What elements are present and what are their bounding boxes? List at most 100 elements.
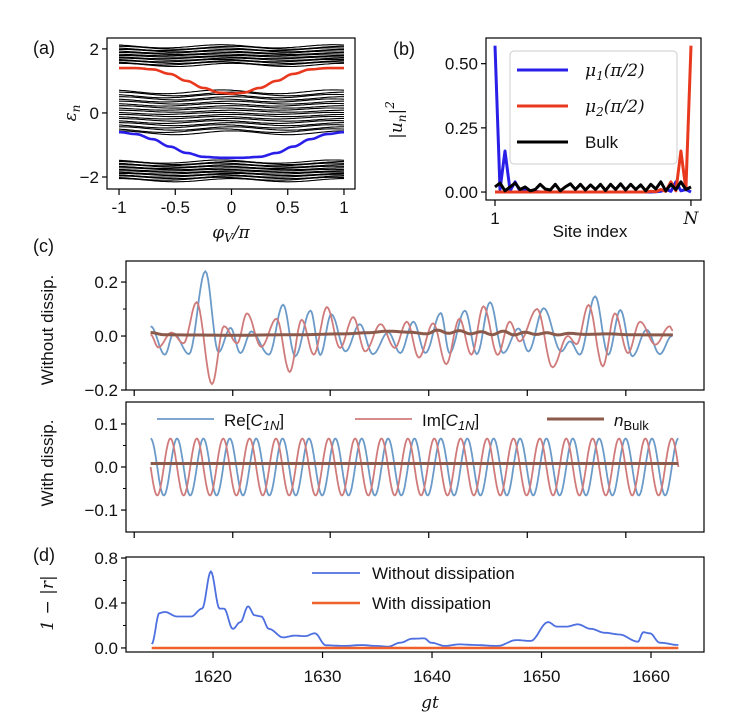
a-ylabel: εn: [61, 105, 83, 122]
c-bottom-ytick-label: 0.1: [94, 415, 118, 434]
band-line: [118, 174, 345, 178]
b-legend-box: [509, 50, 678, 165]
a-plot-area: [118, 44, 345, 183]
c-bottom-axes: −0.1 0.0 0.1 Re[C1N] Im[C1N] nBulk: [84, 401, 705, 538]
band-line: [118, 120, 345, 124]
band-line: [119, 164, 344, 168]
d-xtick-label: 1640: [413, 667, 451, 686]
d-axes: 0.0 0.4 0.8 1620 1630 1640 1650 1660 Without dis…: [94, 549, 705, 686]
band-line: [119, 175, 344, 180]
c-top-frame: [125, 260, 705, 391]
band-line: [119, 96, 344, 101]
a-xtick-label: 1: [339, 198, 348, 217]
b-series-bulk: [494, 180, 692, 193]
d-plot-area: [151, 569, 679, 650]
band-line: [119, 109, 344, 113]
c-bottom-frame: [125, 401, 705, 533]
a-ytick-label: 0: [90, 104, 99, 123]
band-line: [119, 161, 344, 166]
band-line: [119, 168, 345, 172]
band-line: [118, 176, 345, 181]
d-xtick-label: 1660: [632, 667, 670, 686]
band-line: [118, 61, 345, 66]
d-xtick-label: 1630: [304, 667, 342, 686]
c-bottom-ylabel: With dissip.: [38, 420, 57, 507]
c-legend: Re[C1N] Im[C1N] nBulk: [157, 411, 649, 433]
band-line: [119, 54, 344, 58]
b-xlabel: Site index: [553, 222, 628, 241]
band-line: [118, 58, 345, 63]
band-line: [119, 167, 344, 171]
c-bottom-ytick-label: −0.1: [84, 501, 118, 520]
band-line: [119, 117, 344, 122]
a-ytick-label: −2: [80, 168, 99, 187]
a-xtick-label: 0: [227, 198, 236, 217]
band-line: [119, 62, 344, 68]
c-top-ylabel: Without dissip.: [38, 275, 57, 386]
c-bottom-plot-area: [149, 437, 680, 497]
band-line: [118, 115, 345, 120]
band-line: [119, 130, 344, 136]
a-xlabel: φV/π: [212, 223, 250, 245]
band-line: [118, 162, 345, 167]
band-line: [118, 102, 345, 107]
a-xtick-label: -0.5: [161, 198, 190, 217]
d-xtick-label: 1650: [523, 667, 561, 686]
d-ylabel: 1 − |r|: [38, 575, 58, 630]
b-xtick-label: N: [683, 209, 700, 229]
band-line: [118, 159, 345, 164]
band-line: [118, 171, 344, 175]
b-legend: μ1(π/2) μ2(π/2) Bulk: [509, 50, 678, 165]
band-line: [118, 56, 344, 60]
b-legend-label: Bulk: [585, 133, 619, 152]
c-legend-label: nBulk: [614, 411, 649, 433]
c-top-series-nBulk: [150, 328, 673, 337]
d-ytick-label: 0.8: [94, 549, 118, 568]
c-bottom-series-Re: [150, 437, 679, 497]
a-axes: −2 0 2 -1 -0.5 0 0.5 1: [80, 37, 356, 217]
c-top-series-Im[C1N]: [150, 301, 674, 386]
panel-label-c: (c): [33, 236, 54, 256]
d-legend-label: Without dissipation: [372, 564, 515, 583]
b-ytick-label: 0.25: [445, 119, 478, 138]
band-line: [118, 89, 345, 95]
band-line: [119, 100, 344, 105]
panel-label-b: (b): [393, 39, 415, 59]
band-line: [119, 60, 344, 64]
a-xtick-label: -1: [111, 198, 126, 217]
b-xtick-label: 1: [490, 209, 499, 228]
panel-label-a: (a): [33, 38, 55, 58]
band-line: [119, 126, 344, 131]
c-legend-label: Im[C1N]: [422, 411, 479, 433]
d-legend: Without dissipation With dissipation: [312, 564, 515, 613]
b-ytick-label: 0.50: [445, 55, 478, 74]
edge-state-line: [119, 130, 344, 160]
b-ylabel: |un|2: [383, 101, 409, 139]
d-ytick-label: 0.4: [94, 594, 118, 613]
b-frame: [485, 37, 702, 201]
c-top-ytick-label: 0.2: [94, 273, 118, 292]
band-line: [118, 47, 345, 52]
d-xtick-label: 1620: [194, 667, 232, 686]
band-line: [119, 170, 344, 174]
c-top-series-Re[C1N]: [150, 269, 673, 358]
c-top-plot-area: [150, 269, 674, 386]
band-line: [118, 122, 345, 127]
band-line: [118, 44, 345, 49]
band-line: [119, 48, 344, 53]
band-line: [119, 57, 344, 61]
band-line: [118, 111, 344, 115]
d-xlabel: gt: [421, 693, 439, 713]
band-line: [118, 128, 345, 134]
band-line: [118, 98, 345, 103]
band-line: [119, 172, 344, 177]
b-axes: 0.00 0.25 0.50 1 Nμ1(π/2) μ2(π/2) Bulk: [445, 37, 702, 229]
band-line: [119, 105, 344, 109]
c-bottom-ytick-label: 0.0: [94, 458, 118, 477]
band-line: [118, 91, 345, 97]
b-legend-label: μ1(π/2): [585, 61, 645, 83]
c-legend-label: Re[C1N]: [224, 411, 284, 433]
b-plot-area: [493, 45, 693, 194]
d-ytick-label: 0.0: [94, 639, 118, 658]
